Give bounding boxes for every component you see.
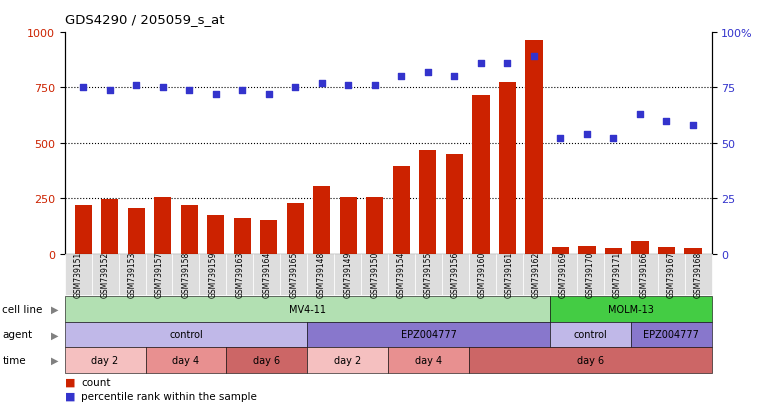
Text: GSM739155: GSM739155 (424, 252, 433, 298)
Text: EPZ004777: EPZ004777 (400, 330, 457, 339)
Text: GSM739148: GSM739148 (317, 252, 325, 298)
Bar (605, 249, 622, 254)
Bar (339, 198, 357, 254)
Bar (75, 205, 92, 254)
Text: ▶: ▶ (51, 355, 59, 365)
Point (554, 136, 566, 142)
Bar (207, 215, 224, 254)
Text: GSM739157: GSM739157 (154, 252, 164, 298)
Point (316, 81, 328, 87)
Text: GSM739149: GSM739149 (343, 252, 352, 298)
Bar (287, 203, 304, 254)
Text: ■: ■ (65, 391, 75, 401)
Point (501, 61, 514, 67)
Bar (180, 205, 198, 254)
Text: GSM739156: GSM739156 (451, 252, 460, 298)
Text: GSM739164: GSM739164 (263, 252, 272, 298)
Bar (234, 218, 251, 254)
Text: GSM739161: GSM739161 (505, 252, 514, 298)
Bar (658, 247, 675, 254)
Text: agent: agent (2, 330, 33, 339)
Text: GSM739166: GSM739166 (640, 252, 648, 298)
Bar (419, 150, 437, 254)
Bar (525, 41, 543, 254)
Point (210, 92, 222, 98)
Text: GSM739169: GSM739169 (559, 252, 568, 298)
Text: count: count (81, 377, 111, 387)
Text: GSM739154: GSM739154 (397, 252, 406, 298)
Text: GSM739153: GSM739153 (128, 252, 136, 298)
Bar (314, 187, 330, 254)
Text: day 2: day 2 (91, 355, 119, 365)
Bar (101, 199, 119, 254)
Text: GSM739168: GSM739168 (693, 252, 702, 298)
Bar (552, 247, 569, 254)
Text: time: time (2, 355, 26, 365)
Point (422, 69, 434, 76)
Text: ▶: ▶ (51, 304, 59, 314)
Point (289, 85, 301, 92)
Bar (393, 167, 410, 254)
Text: GSM739159: GSM739159 (209, 252, 218, 298)
Text: day 6: day 6 (253, 355, 280, 365)
Point (263, 92, 275, 98)
Point (448, 74, 460, 81)
Bar (498, 83, 516, 254)
Text: MV4-11: MV4-11 (288, 304, 326, 314)
Text: GSM739162: GSM739162 (532, 252, 541, 298)
Text: day 2: day 2 (334, 355, 361, 365)
Text: day 4: day 4 (415, 355, 442, 365)
Point (103, 87, 116, 94)
Text: ■: ■ (65, 377, 75, 387)
Text: GSM739171: GSM739171 (613, 252, 622, 298)
Text: GSM739152: GSM739152 (100, 252, 110, 298)
Point (157, 85, 169, 92)
Text: GSM739163: GSM739163 (235, 252, 244, 298)
Text: day 4: day 4 (173, 355, 199, 365)
Text: GSM739158: GSM739158 (181, 252, 190, 298)
Text: control: control (573, 330, 607, 339)
Point (661, 118, 673, 125)
Text: MOLM-13: MOLM-13 (608, 304, 654, 314)
Text: percentile rank within the sample: percentile rank within the sample (81, 391, 257, 401)
Text: GSM739165: GSM739165 (289, 252, 298, 298)
Point (130, 83, 142, 89)
Text: GSM739151: GSM739151 (74, 252, 83, 298)
Text: EPZ004777: EPZ004777 (643, 330, 699, 339)
Text: GSM739170: GSM739170 (586, 252, 595, 298)
Point (183, 87, 196, 94)
Point (581, 131, 593, 138)
Point (607, 136, 619, 142)
Bar (473, 96, 489, 254)
Bar (684, 249, 702, 254)
Bar (632, 242, 648, 254)
Point (77, 85, 89, 92)
Bar (260, 221, 278, 254)
Point (236, 87, 248, 94)
Point (395, 74, 407, 81)
Bar (578, 246, 596, 254)
Text: GSM739150: GSM739150 (370, 252, 379, 298)
Text: ▶: ▶ (51, 330, 59, 339)
Text: GDS4290 / 205059_s_at: GDS4290 / 205059_s_at (65, 13, 224, 26)
Point (475, 61, 487, 67)
Point (342, 83, 355, 89)
Text: GSM739160: GSM739160 (478, 252, 487, 298)
Point (369, 83, 381, 89)
Bar (446, 154, 463, 254)
Text: cell line: cell line (2, 304, 43, 314)
Point (687, 123, 699, 129)
Point (528, 54, 540, 61)
Bar (128, 209, 145, 254)
Text: GSM739167: GSM739167 (667, 252, 676, 298)
Text: control: control (169, 330, 203, 339)
Bar (154, 198, 171, 254)
Point (634, 112, 646, 118)
Bar (366, 198, 384, 254)
Text: day 6: day 6 (577, 355, 603, 365)
